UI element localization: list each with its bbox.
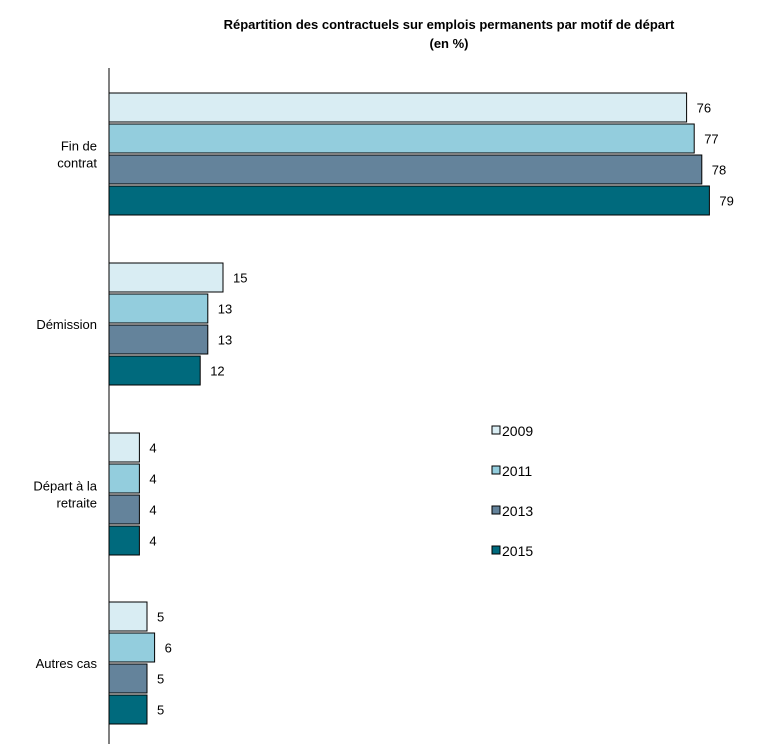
bar bbox=[108, 663, 148, 694]
bar bbox=[108, 494, 140, 525]
legend-label: 2011 bbox=[502, 463, 532, 479]
bars-layer bbox=[108, 92, 710, 725]
data-label: 78 bbox=[712, 163, 726, 178]
bar bbox=[108, 355, 201, 386]
category-label: Autres cas bbox=[36, 656, 98, 671]
bar bbox=[108, 525, 140, 556]
data-label: 6 bbox=[165, 641, 172, 656]
bar bbox=[108, 185, 710, 216]
value-labels-layer: 76 77 78 79 15 13 13 12 4 4 4 4 5 6 5 5 bbox=[149, 101, 733, 718]
data-label: 5 bbox=[157, 672, 164, 687]
data-label: 76 bbox=[697, 101, 711, 116]
legend: 2009 2011 2013 2015 bbox=[491, 423, 533, 559]
bar bbox=[108, 154, 703, 185]
legend-swatch bbox=[491, 465, 501, 475]
bar bbox=[108, 262, 224, 293]
bar bbox=[108, 123, 695, 154]
category-label: Fin de bbox=[61, 139, 97, 154]
category-label: Départ à la bbox=[33, 479, 97, 494]
category-labels-layer: Fin de contrat Démission Départ à la retrait… bbox=[33, 139, 97, 672]
category-label: contrat bbox=[57, 156, 97, 171]
data-label: 5 bbox=[157, 610, 164, 625]
data-label: 12 bbox=[210, 364, 224, 379]
data-label: 4 bbox=[149, 503, 156, 518]
data-label: 4 bbox=[149, 534, 156, 549]
bar bbox=[108, 92, 688, 123]
category-label: Démission bbox=[36, 317, 97, 332]
bar bbox=[108, 293, 209, 324]
legend-swatch bbox=[491, 425, 501, 435]
chart-title: Répartition des contractuels sur emplois… bbox=[224, 17, 675, 32]
data-label: 13 bbox=[218, 333, 232, 348]
legend-label: 2013 bbox=[502, 503, 533, 519]
legend-label: 2009 bbox=[502, 423, 533, 439]
chart-subtitle: (en %) bbox=[430, 36, 469, 51]
data-label: 13 bbox=[218, 302, 232, 317]
legend-swatch bbox=[491, 505, 501, 515]
data-label: 4 bbox=[149, 472, 156, 487]
data-label: 5 bbox=[157, 703, 164, 718]
bar bbox=[108, 432, 140, 463]
legend-label: 2015 bbox=[502, 543, 533, 559]
category-label: retraite bbox=[57, 496, 97, 511]
bar bbox=[108, 324, 209, 355]
data-label: 4 bbox=[149, 441, 156, 456]
bar bbox=[108, 601, 148, 632]
data-label: 77 bbox=[704, 132, 718, 147]
legend-swatch bbox=[491, 545, 501, 555]
data-label: 79 bbox=[719, 194, 733, 209]
bar bbox=[108, 694, 148, 725]
bar bbox=[108, 463, 140, 494]
data-label: 15 bbox=[233, 271, 247, 286]
bar bbox=[108, 632, 156, 663]
